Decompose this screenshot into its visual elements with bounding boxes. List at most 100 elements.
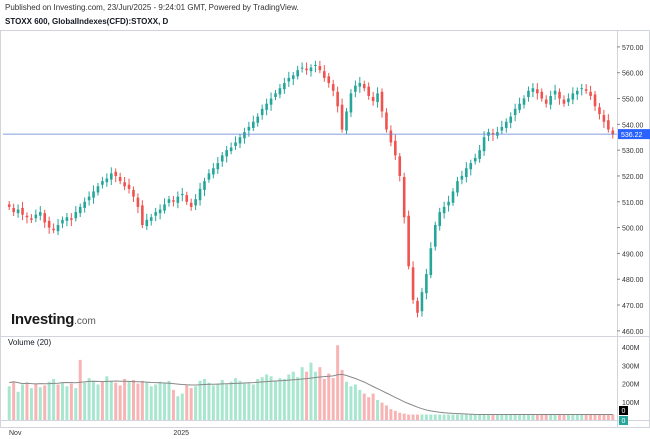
volume-bar: [580, 414, 584, 420]
candle-body: [460, 175, 464, 180]
volume-bar: [296, 377, 300, 420]
candle-body: [274, 93, 277, 97]
candle-body: [34, 214, 38, 219]
volume-bar: [154, 384, 158, 420]
volume-bar: [38, 387, 42, 420]
candle-body: [252, 121, 255, 128]
volume-bar: [313, 371, 317, 420]
volume-bar: [87, 378, 91, 420]
volume-bar: [74, 388, 78, 420]
candle-body: [180, 194, 184, 196]
candle-body: [429, 248, 433, 276]
volume-ma-badge: [619, 416, 628, 425]
volume-bar: [482, 414, 486, 420]
volume-bar: [60, 382, 64, 420]
volume-label: Volume (20): [8, 338, 52, 347]
volume-bar: [83, 382, 87, 420]
candle-body: [500, 126, 504, 131]
volume-bar: [305, 371, 309, 420]
candle-body: [158, 209, 162, 214]
volume-bar: [309, 362, 313, 420]
candle-body: [571, 93, 575, 100]
volume-bar: [273, 380, 277, 420]
volume-bar: [92, 380, 96, 420]
candle-body: [540, 91, 544, 99]
candle-body: [394, 140, 397, 156]
price-tick-label: 570.00: [622, 45, 644, 52]
candle-body: [544, 99, 548, 104]
volume-bar: [602, 414, 606, 420]
volume-bar: [7, 386, 11, 420]
price-tick-label: 490.00: [622, 251, 644, 258]
candle-body: [172, 200, 175, 202]
volume-ma-label: 0: [622, 418, 626, 425]
volume-bar: [207, 382, 211, 420]
candle-body: [478, 150, 481, 159]
candle-body: [118, 176, 122, 182]
candle-body: [278, 88, 282, 95]
volume-bar: [611, 414, 615, 420]
volume-bar: [535, 414, 539, 420]
volume-bar: [571, 414, 575, 420]
volume-bar: [376, 399, 380, 420]
candle-body: [92, 191, 95, 198]
price-tick-label: 460.00: [622, 329, 644, 336]
candle-body: [442, 206, 446, 214]
volume-bar: [242, 383, 246, 420]
candle-body: [132, 189, 135, 197]
candle-body: [136, 197, 140, 207]
volume-bar: [407, 414, 411, 420]
candle-body: [336, 91, 339, 107]
volume-bar: [123, 379, 127, 420]
candle-body: [70, 218, 73, 220]
volume-bar: [105, 376, 109, 420]
candle-body: [593, 94, 597, 107]
candle-body: [225, 150, 228, 157]
volume-bar: [100, 381, 104, 420]
price-tick-label: 560.00: [622, 71, 644, 78]
volume-bar: [566, 414, 570, 420]
volume-bar: [176, 396, 180, 420]
volume-bar: [131, 379, 135, 420]
candle-body: [580, 88, 584, 90]
candle-body: [189, 202, 193, 207]
volume-last-label: 0: [622, 408, 626, 415]
candle-body: [185, 195, 189, 202]
volume-bar: [211, 385, 215, 420]
candle-body: [607, 120, 610, 130]
candle-body: [527, 90, 530, 97]
volume-tick-label: 400M: [622, 345, 640, 352]
candle-body: [229, 147, 233, 152]
volume-bar: [220, 379, 224, 420]
candle-body: [260, 108, 264, 116]
time-tick-label: 2025: [173, 430, 189, 437]
price-tick-label: 510.00: [622, 200, 644, 207]
volume-bar: [553, 414, 557, 420]
candle-body: [16, 209, 20, 214]
candle-body: [420, 292, 424, 312]
candle-body: [531, 88, 535, 92]
candle-body: [87, 196, 91, 201]
volume-bar: [509, 414, 513, 420]
volume-bar: [473, 414, 477, 420]
volume-bar: [389, 409, 393, 420]
volume-bar: [56, 384, 60, 420]
published-info: Published on Investing.com, 23/Jun/2025 …: [5, 3, 299, 12]
candle-body: [234, 142, 237, 147]
volume-bar: [518, 414, 522, 420]
candle-body: [83, 201, 86, 208]
volume-bar: [47, 381, 51, 420]
volume-bar: [12, 381, 16, 420]
candle-body: [433, 225, 437, 247]
candle-body: [198, 188, 202, 201]
volume-bar: [158, 381, 162, 420]
volume-tick-label: 200M: [622, 382, 640, 389]
volume-bar: [140, 380, 144, 420]
price-tick-label: 480.00: [622, 277, 644, 284]
candle-body: [78, 206, 82, 214]
volume-bar: [606, 414, 610, 420]
volume-bar: [402, 413, 406, 420]
volume-bar: [447, 414, 451, 420]
candle-body: [553, 90, 557, 95]
